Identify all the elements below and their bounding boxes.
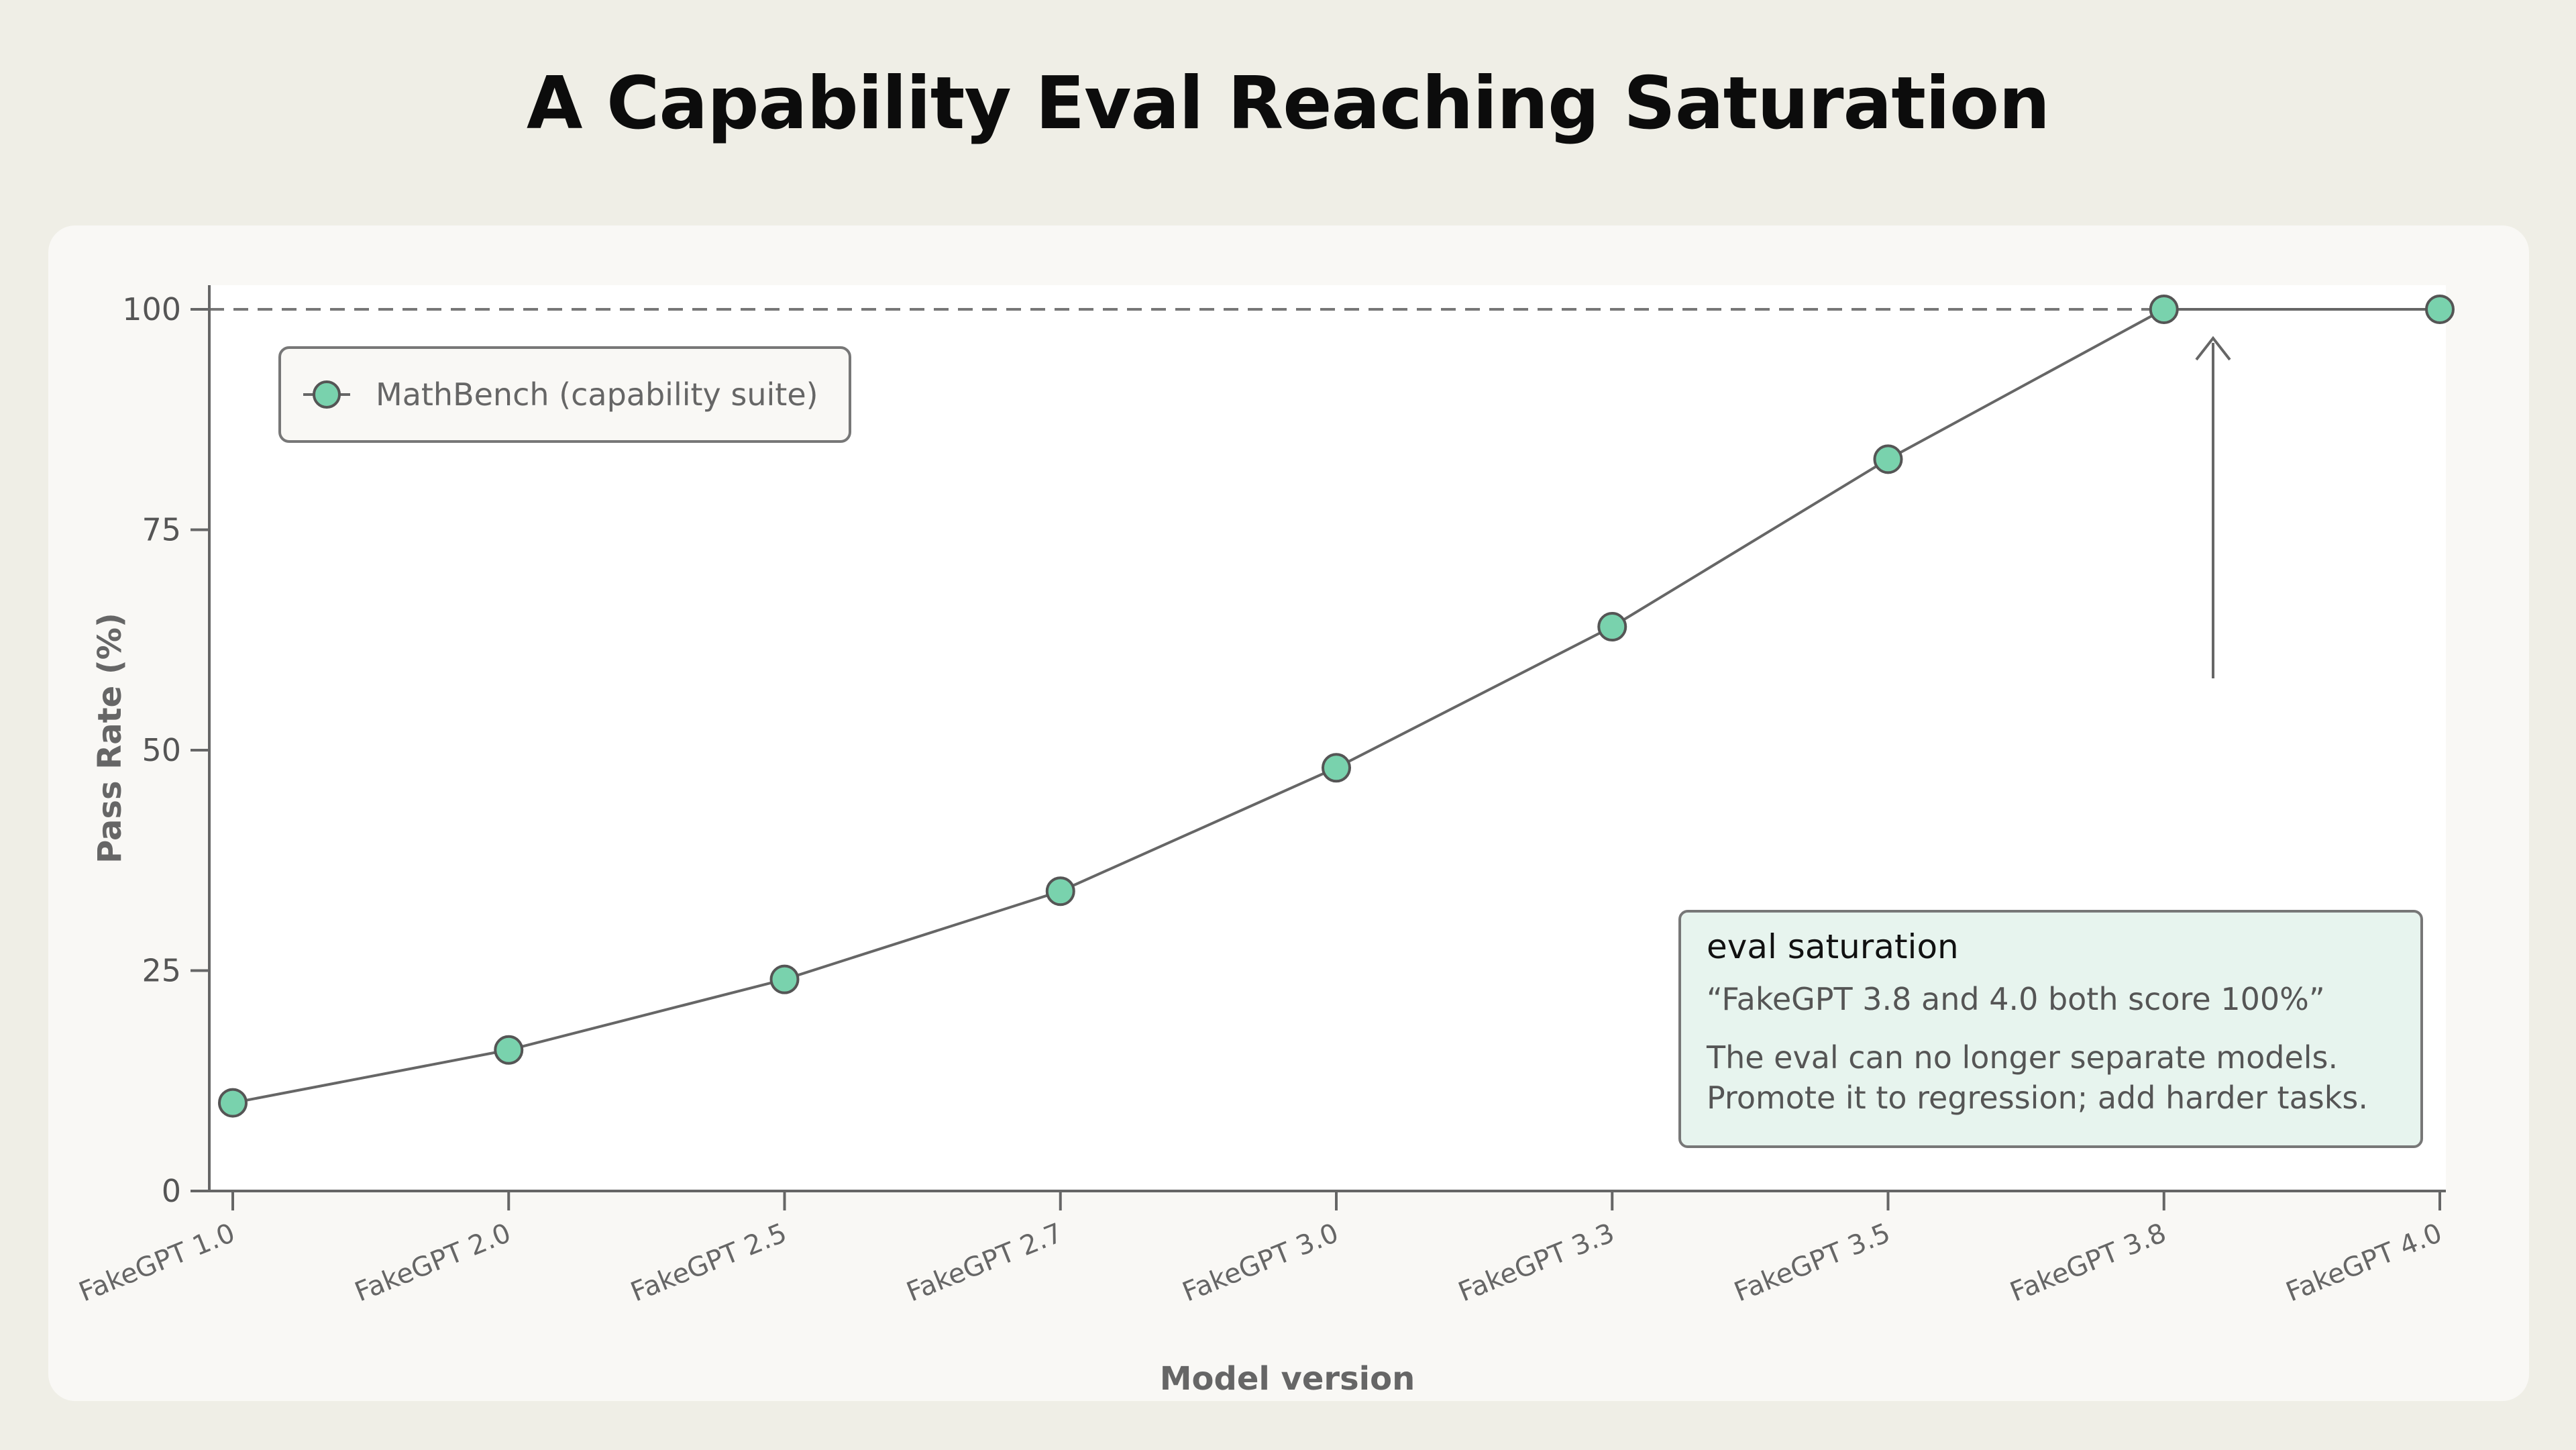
data-point [1597, 612, 1627, 642]
saturation-callout: eval saturation “FakeGPT 3.8 and 4.0 bot… [1678, 910, 2423, 1148]
y-axis-ticks: 0 25 50 75 100 [122, 291, 209, 1209]
legend-marker-swatch [313, 380, 341, 409]
annotation-arrow [2195, 335, 2231, 678]
y-tick-label-25: 25 [142, 953, 181, 989]
data-point [218, 1088, 248, 1118]
data-point [1873, 444, 1903, 474]
data-point [1045, 876, 1075, 907]
x-tick-label: FakeGPT 3.5 [1730, 1218, 1894, 1308]
callout-title: eval saturation [1707, 927, 1959, 966]
callout-quote: “FakeGPT 3.8 and 4.0 both score 100%” [1707, 981, 2325, 1017]
legend: MathBench (capability suite) [278, 346, 851, 443]
legend-box [278, 346, 851, 443]
x-tick-label: FakeGPT 3.0 [1178, 1218, 1342, 1308]
x-tick-label: FakeGPT 2.7 [902, 1218, 1067, 1308]
data-point [769, 964, 800, 994]
x-tick-label: FakeGPT 3.3 [1454, 1218, 1619, 1308]
callout-body: The eval can no longer separate models. … [1707, 1037, 2395, 1118]
data-point [2149, 295, 2179, 324]
y-tick-label-0: 0 [162, 1173, 181, 1209]
legend-label: MathBench (capability suite) [376, 376, 818, 413]
x-tick-label: FakeGPT 2.0 [351, 1218, 515, 1308]
data-point [2425, 295, 2455, 324]
data-point [1322, 753, 1351, 783]
x-tick-label: FakeGPT 3.8 [2006, 1218, 2170, 1308]
y-tick-label-100: 100 [122, 291, 181, 327]
y-tick-label-75: 75 [142, 512, 181, 548]
callout-body-line-1: The eval can no longer separate models. [1707, 1039, 2339, 1076]
x-tick-label: FakeGPT 4.0 [2282, 1218, 2446, 1308]
x-tick-label: FakeGPT 2.5 [627, 1218, 791, 1308]
x-axis-ticks: FakeGPT 1.0 FakeGPT 2.0 FakeGPT 2.5 FakeGPT… [74, 1191, 2447, 1308]
data-point [494, 1035, 524, 1065]
y-tick-label-50: 50 [142, 732, 181, 768]
chart-card: 0 25 50 75 100 FakeGPT 1.0 FakeGPT 2.0 FakeGPT… [48, 225, 2529, 1401]
callout-body-line-2: Promote it to regression; add harder tas… [1707, 1080, 2368, 1116]
x-axis-label: Model version [1160, 1360, 1415, 1398]
chart-title: A Capability Eval Reaching Saturation [526, 62, 2050, 146]
y-axis-label: Pass Rate (%) [91, 613, 129, 864]
x-tick-label: FakeGPT 1.0 [74, 1218, 239, 1308]
series-points [218, 295, 2455, 1118]
